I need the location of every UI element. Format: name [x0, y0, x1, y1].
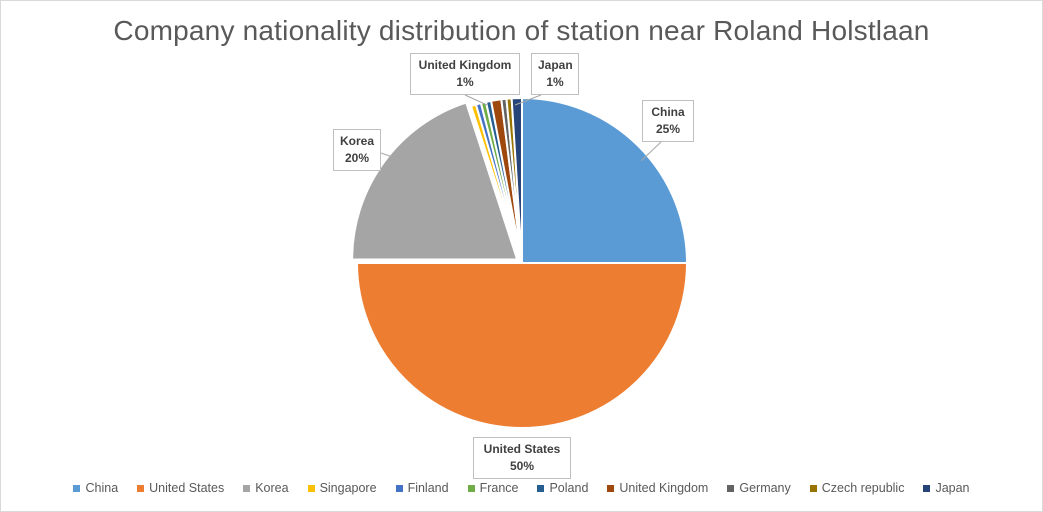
data-label-china-value: 25%: [655, 122, 681, 136]
data-label-japan: Japan 1%: [531, 53, 579, 95]
pie-slice-japan: [510, 96, 523, 264]
leader-line: [464, 94, 488, 106]
pie-slice-united-states: [355, 262, 689, 429]
data-label-united-states: United States 50%: [473, 437, 571, 479]
data-label-china: China 25%: [642, 100, 694, 142]
legend-label: Japan: [935, 481, 970, 495]
legend-swatch: [467, 484, 475, 492]
legend-item-czech-republic: Czech republic: [809, 481, 905, 495]
legend-item-france: France: [467, 481, 519, 495]
data-label-china-category: China: [651, 105, 685, 119]
legend-item-united-kingdom: United Kingdom: [607, 481, 708, 495]
legend-label: Singapore: [319, 481, 377, 495]
legend-label: China: [85, 481, 119, 495]
pie-slice-china: [521, 96, 689, 264]
leader-line: [514, 94, 542, 106]
legend-item-korea: Korea: [243, 481, 289, 495]
legend-item-japan: Japan: [923, 481, 970, 495]
data-label-united-kingdom-category: United Kingdom: [418, 58, 512, 72]
data-label-japan-value: 1%: [546, 75, 564, 89]
legend-item-china: China: [73, 481, 118, 495]
legend-label: Korea: [255, 481, 289, 495]
legend-item-germany: Germany: [727, 481, 791, 495]
pie-chart: [351, 94, 689, 429]
legend-item-poland: Poland: [537, 481, 588, 495]
leader-line: [380, 152, 399, 160]
data-label-korea-category: Korea: [340, 134, 375, 148]
legend-item-united-states: United States: [137, 481, 224, 495]
legend-label: Finland: [407, 481, 449, 495]
legend-label: United Kingdom: [619, 481, 709, 495]
legend-label: Poland: [549, 481, 589, 495]
legend-swatch: [923, 484, 931, 492]
chart-title: Company nationality distribution of stat…: [113, 15, 930, 46]
pie-slices: [351, 96, 689, 429]
data-label-united-kingdom: United Kingdom 1%: [410, 53, 520, 95]
data-label-korea: Korea 20%: [333, 129, 381, 171]
legend: China United States Korea Singapore Finl…: [1, 481, 1042, 495]
legend-label: Germany: [739, 481, 791, 495]
legend-swatch: [73, 484, 81, 492]
legend-swatch: [137, 484, 145, 492]
legend-label: United States: [149, 481, 225, 495]
legend-swatch: [537, 484, 545, 492]
legend-swatch: [395, 484, 403, 492]
legend-label: Czech republic: [821, 481, 905, 495]
pie-slice-korea: [351, 101, 519, 261]
data-label-united-states-value: 50%: [509, 459, 535, 473]
data-label-united-states-category: United States: [483, 442, 561, 456]
legend-swatch: [307, 484, 315, 492]
data-label-japan-category: Japan: [538, 58, 573, 72]
legend-item-singapore: Singapore: [307, 481, 377, 495]
legend-swatch: [809, 484, 817, 492]
leader-lines: [380, 94, 662, 162]
legend-label: France: [479, 481, 519, 495]
data-label-korea-value: 20%: [344, 151, 370, 165]
legend-swatch: [243, 484, 251, 492]
leader-line: [640, 141, 662, 162]
legend-swatch: [727, 484, 735, 492]
data-label-united-kingdom-value: 1%: [456, 75, 474, 89]
legend-item-finland: Finland: [395, 481, 449, 495]
legend-swatch: [607, 484, 615, 492]
